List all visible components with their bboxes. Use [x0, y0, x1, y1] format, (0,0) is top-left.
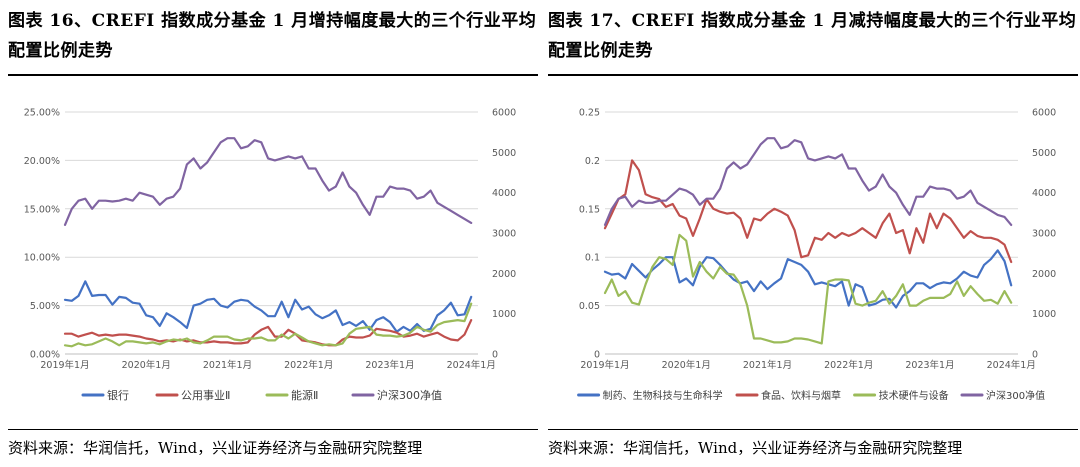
series-line — [603, 233, 1013, 345]
series-line — [63, 280, 473, 333]
series-line — [63, 137, 473, 226]
x-tick-label: 2024年1月 — [447, 359, 496, 371]
source-divider — [548, 429, 1078, 430]
y-tick-label-left: 0.25 — [579, 108, 600, 119]
line-chart: 0.00% 5.00% 10.00% 15.00% 20.00% 25.00% 0 1000 2… — [24, 108, 516, 403]
chart-panel-left: 图表 16、CREFI 指数成分基金 1 月增持幅度最大的三个行业平均配置比例走… — [8, 0, 538, 467]
chart-panel-right: 图表 17、CREFI 指数成分基金 1 月减持幅度最大的三个行业平均配置比例走… — [548, 0, 1078, 467]
y-tick-label-right: 1000 — [492, 309, 516, 320]
series-line — [63, 302, 473, 348]
y-tick-label-right: 6000 — [492, 108, 516, 119]
x-tick-label: 2022年1月 — [824, 359, 873, 371]
series-line — [603, 249, 1013, 309]
y-tick-label-left: 20.00% — [24, 156, 60, 167]
line-chart: 0 0.05 0.1 0.15 0.2 0.25 0 1000 2000 3000 4000 5000… — [577, 108, 1056, 402]
y-tick-label-left: 25.00% — [24, 108, 60, 119]
y-tick-label-right: 2000 — [492, 269, 516, 280]
y-tick-label-left: 0.15 — [579, 204, 600, 215]
legend-label: 制药、生物科技与生命科学 — [603, 389, 723, 402]
x-tick-label: 2019年1月 — [40, 359, 89, 371]
x-tick-label: 2022年1月 — [284, 359, 333, 371]
legend-label: 沪深300净值 — [377, 388, 442, 402]
y-tick-label-left: 10.00% — [24, 253, 60, 264]
y-tick-label-right: 0 — [1032, 350, 1038, 361]
y-tick-label-right: 5000 — [1032, 148, 1056, 159]
series-line — [603, 159, 1013, 264]
y-tick-label-right: 6000 — [1032, 108, 1056, 119]
title-divider — [548, 74, 1078, 76]
x-tick-label: 2024年1月 — [987, 359, 1036, 371]
y-tick-label-right: 3000 — [1032, 229, 1056, 240]
chart-title: 图表 16、CREFI 指数成分基金 1 月增持幅度最大的三个行业平均配置比例走… — [8, 11, 537, 61]
y-tick-label-left: 5.00% — [30, 301, 60, 312]
y-tick-label-left: 15.00% — [24, 204, 60, 215]
y-tick-label-right: 4000 — [1032, 188, 1056, 199]
source-divider — [8, 429, 538, 430]
y-tick-label-right: 2000 — [1032, 269, 1056, 280]
legend-label: 技术硬件与设备 — [879, 389, 949, 402]
chart-title: 图表 17、CREFI 指数成分基金 1 月减持幅度最大的三个行业平均配置比例走… — [548, 11, 1077, 61]
y-tick-label-right: 4000 — [492, 188, 516, 199]
chart-source: 资料来源：华润信托，Wind，兴业证券经济与金融研究院整理 — [548, 439, 963, 457]
x-tick-label: 2023年1月 — [365, 359, 414, 371]
x-tick-label: 2023年1月 — [905, 359, 954, 371]
y-tick-label-right: 0 — [492, 350, 498, 361]
legend-label: 能源Ⅱ — [291, 388, 318, 402]
y-tick-label-left: 0.2 — [585, 156, 600, 167]
y-tick-label-right: 5000 — [492, 148, 516, 159]
x-tick-label: 2021年1月 — [743, 359, 792, 371]
x-tick-label: 2021年1月 — [203, 359, 252, 371]
y-tick-label-right: 1000 — [1032, 309, 1056, 320]
chart-source: 资料来源：华润信托，Wind，兴业证券经济与金融研究院整理 — [8, 439, 423, 457]
legend-label: 公用事业Ⅱ — [181, 389, 230, 402]
x-tick-label: 2019年1月 — [580, 359, 629, 371]
series-line — [603, 137, 1013, 226]
x-tick-label: 2020年1月 — [662, 359, 711, 371]
y-tick-label-left: 0.00% — [30, 350, 60, 361]
title-divider — [8, 74, 538, 76]
legend-label: 银行 — [107, 388, 129, 402]
legend-label: 沪深300净值 — [986, 389, 1045, 402]
y-tick-label-left: 0 — [594, 350, 600, 361]
legend-label: 食品、饮料与烟草 — [761, 389, 841, 402]
y-tick-label-left: 0.1 — [585, 253, 600, 264]
y-tick-label-left: 0.05 — [579, 301, 600, 312]
y-tick-label-right: 3000 — [492, 229, 516, 240]
x-tick-label: 2020年1月 — [122, 359, 171, 371]
